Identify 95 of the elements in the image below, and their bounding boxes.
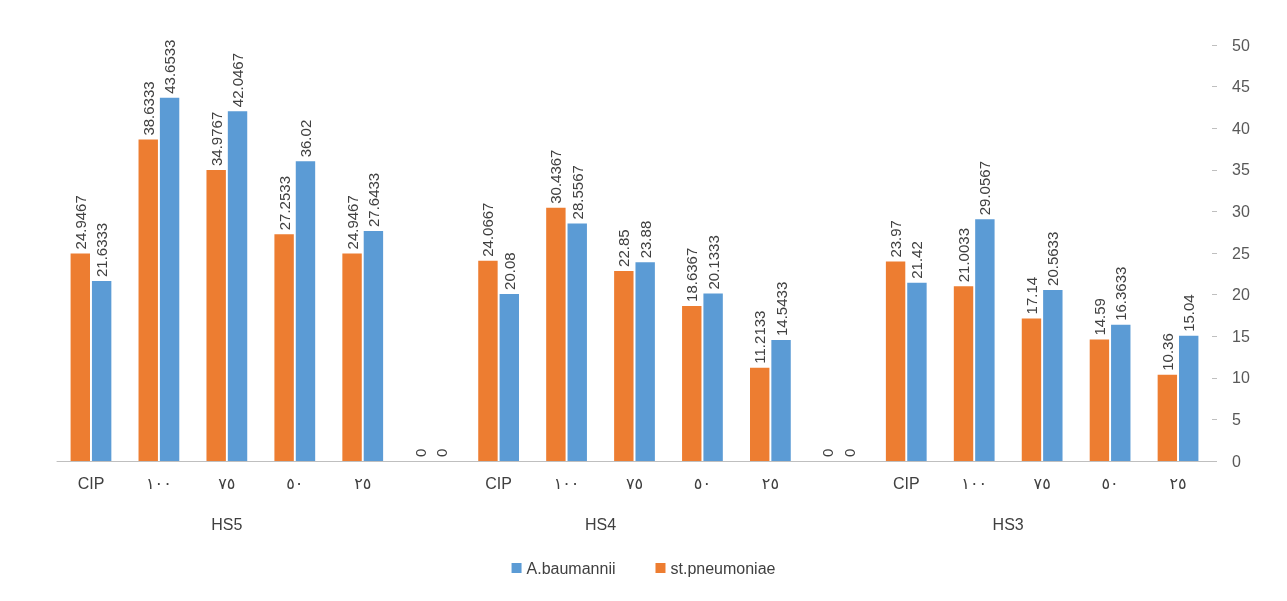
data-label: 27.2533 <box>275 176 293 231</box>
data-label: 43.6533 <box>161 39 179 94</box>
data-label: 36.02 <box>296 119 314 158</box>
data-label: 20.1333 <box>704 235 722 290</box>
data-label: 11.2133 <box>751 310 769 364</box>
text: HS3 <box>992 515 1024 533</box>
y-tick-label: 0 <box>1232 452 1241 470</box>
y-tick-label: 20 <box>1232 286 1250 304</box>
data-label: 17.14 <box>1022 276 1040 315</box>
data-label: 18.6367 <box>683 247 701 302</box>
data-label: 20.08 <box>500 252 518 290</box>
bar <box>635 262 655 461</box>
bar <box>499 293 519 461</box>
bar <box>682 305 702 461</box>
data-label: 21.0033 <box>955 228 973 283</box>
legend-label: A.baumannii <box>526 559 616 577</box>
bar <box>227 111 248 461</box>
bar <box>274 234 294 461</box>
data-label: 21.42 <box>908 241 926 279</box>
x-tick-label: ٥٠ <box>286 474 304 492</box>
x-tick-label: ٢٥ <box>354 474 372 492</box>
data-label: 21.6333 <box>93 222 111 278</box>
bar <box>138 139 158 461</box>
bar <box>159 97 180 461</box>
x-tick-label: ٥٠ <box>693 474 712 492</box>
bar <box>1021 318 1042 461</box>
bar <box>1111 324 1131 461</box>
x-tick-label: CIP <box>892 474 920 492</box>
data-label: 29.0567 <box>976 161 994 216</box>
bar <box>546 207 566 461</box>
bar <box>703 293 723 461</box>
y-tick-label: 35 <box>1232 161 1250 179</box>
data-label: 23.88 <box>636 220 654 259</box>
data-label: 14.5433 <box>772 281 790 336</box>
data-label: 23.97 <box>887 220 905 258</box>
data-label: 0 <box>411 448 429 457</box>
bar <box>975 219 995 461</box>
bar <box>907 282 927 461</box>
bar <box>614 270 634 461</box>
x-tick-label: ٧٥ <box>218 474 236 492</box>
bar <box>771 340 791 461</box>
x-tick-label: ٢٥ <box>1169 474 1187 492</box>
data-label: 15.04 <box>1180 294 1198 332</box>
x-tick-label: ١٠٠ <box>146 474 172 492</box>
y-tick-label: 5 <box>1232 410 1241 428</box>
bar <box>295 161 316 461</box>
bar <box>1043 289 1063 461</box>
text: HS5 <box>211 515 243 533</box>
data-label: 0 <box>840 448 858 457</box>
data-label: 10.36 <box>1158 333 1176 371</box>
x-tick-label: ٧٥ <box>1033 474 1051 492</box>
y-tick-label: 50 <box>1232 36 1250 54</box>
y-tick-label: 30 <box>1232 202 1250 220</box>
x-tick-label: CIP <box>485 474 512 492</box>
y-tick-label: 40 <box>1232 119 1250 137</box>
data-label: 0 <box>432 448 450 457</box>
data-label: 34.9767 <box>207 111 225 166</box>
x-tick-label: ٧٥ <box>625 474 644 492</box>
legend-label: st.pneumoniae <box>670 559 776 577</box>
bar <box>363 231 384 461</box>
bar <box>91 281 112 461</box>
data-label: 0 <box>819 448 837 457</box>
data-label: 22.85 <box>615 229 633 267</box>
bar <box>1089 339 1110 461</box>
bar <box>342 253 362 461</box>
data-label: 16.3633 <box>1112 266 1130 321</box>
data-label: 27.6433 <box>364 172 382 228</box>
bar <box>206 169 226 461</box>
x-tick-label: ١٠٠ <box>961 474 988 492</box>
bar <box>567 223 587 461</box>
bar <box>885 261 906 461</box>
data-label: 42.0467 <box>229 52 247 108</box>
x-tick-label: ٢٥ <box>761 474 779 492</box>
x-tick-label: ٥٠ <box>1101 474 1119 492</box>
data-label: 28.5567 <box>568 165 586 220</box>
bar <box>750 367 770 461</box>
data-label: 24.9467 <box>71 195 89 250</box>
text: HS4 <box>584 515 617 533</box>
y-tick-label: 25 <box>1232 244 1250 262</box>
data-label: 20.5633 <box>1044 231 1062 286</box>
y-tick-label: 15 <box>1232 327 1250 345</box>
data-label: 24.9467 <box>343 195 361 250</box>
data-label: 24.0667 <box>479 202 497 257</box>
bar <box>70 253 90 461</box>
y-tick-label: 10 <box>1232 369 1250 387</box>
x-tick-label: CIP <box>77 474 105 492</box>
bar <box>1179 335 1199 461</box>
bar <box>1157 374 1178 461</box>
bar <box>953 286 974 461</box>
x-tick-label: ١٠٠ <box>553 474 580 492</box>
data-label: 30.4367 <box>547 149 565 204</box>
y-tick-label: 45 <box>1232 78 1250 96</box>
data-label: 14.59 <box>1090 298 1108 336</box>
data-label: 38.6333 <box>139 81 157 136</box>
bar <box>478 260 498 461</box>
